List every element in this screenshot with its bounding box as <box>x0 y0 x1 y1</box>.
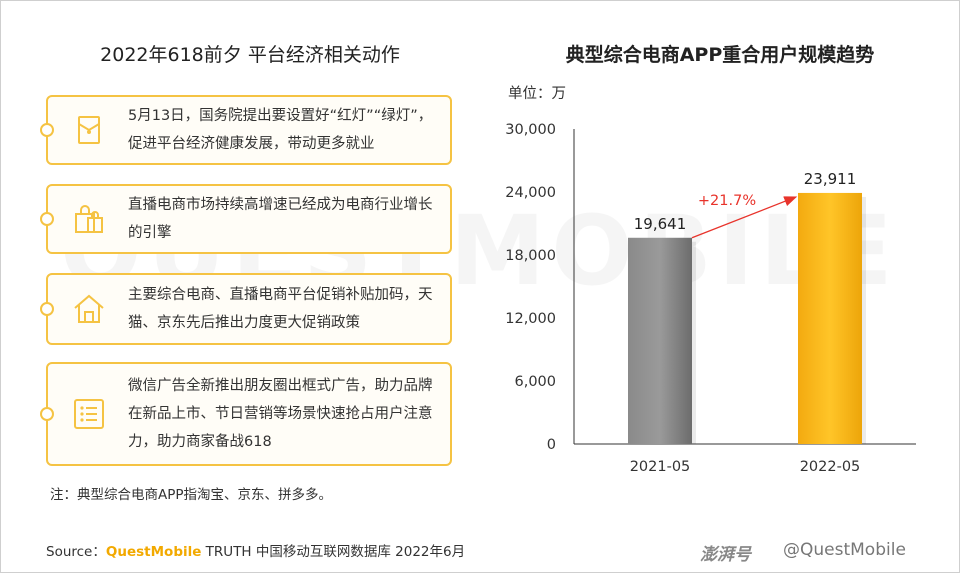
list-icon <box>74 399 104 429</box>
chart-title: 典型综合电商APP重合用户规模趋势 <box>565 44 875 66</box>
growth-arrow <box>691 196 798 239</box>
bar-value-label: 19,641 <box>634 215 687 233</box>
y-tick-label: 24,000 <box>505 185 556 201</box>
house-icon <box>74 294 104 323</box>
x-tick-label: 2021-05 <box>630 459 691 475</box>
thepaper-logo: 澎湃号 <box>700 545 751 565</box>
timeline-dot <box>40 123 54 137</box>
y-tick-label: 18,000 <box>505 248 556 264</box>
unit-label: 单位：万 <box>508 86 566 102</box>
timeline-dot <box>40 407 54 421</box>
bar-2021-05 <box>628 237 692 444</box>
x-tick-label: 2022-05 <box>800 459 861 475</box>
action-card-3: 主要综合电商、直播电商平台促销补贴加码，天猫、京东先后推出力度更大促销政策 <box>40 273 452 345</box>
action-card-text: 微信广告全新推出朋友圈出框式广告，助力品牌在新品上市、节日营销等场景快速抢占用户… <box>128 378 433 450</box>
timeline-dot <box>40 212 54 226</box>
source-line: Source：QuestMobile TRUTH 中国移动互联网数据库 2022… <box>46 540 465 560</box>
source-brand: QuestMobile <box>105 544 202 560</box>
action-card-text: 直播电商市场持续高增速已经成为电商行业增长的引擎 <box>128 197 433 241</box>
action-card-text: 5月13日，国务院提出要设置好“红灯”“绿灯”，促进平台经济健康发展，带动更多就… <box>128 108 433 152</box>
shopping-bag-icon <box>75 205 103 233</box>
action-card-2: 直播电商市场持续高增速已经成为电商行业增长的引擎 <box>40 184 452 254</box>
growth-label: +21.7% <box>698 193 756 209</box>
action-card-text: 主要综合电商、直播电商平台促销补贴加码，天猫、京东先后推出力度更大促销政策 <box>128 287 433 331</box>
source-detail: TRUTH 中国移动互联网数据库 2022年6月 <box>201 544 466 560</box>
action-card-1: 5月13日，国务院提出要设置好“红灯”“绿灯”，促进平台经济健康发展，带动更多就… <box>40 95 452 165</box>
bar-value-label: 23,911 <box>804 170 857 188</box>
footnote: 注：典型综合电商APP指淘宝、京东、拼多多。 <box>50 487 333 503</box>
left-panel-title: 2022年618前夕 平台经济相关动作 <box>100 44 400 66</box>
y-tick-label: 0 <box>547 437 556 453</box>
timeline-dot <box>40 302 54 316</box>
y-tick-label: 12,000 <box>505 311 556 327</box>
questmobile-handle: @QuestMobile <box>783 540 906 560</box>
source-prefix: Source： <box>46 544 106 560</box>
bar-2022-05 <box>798 192 862 444</box>
document-icon <box>78 116 100 144</box>
y-tick-label: 6,000 <box>514 374 556 390</box>
action-card-4: 微信广告全新推出朋友圈出框式广告，助力品牌在新品上市、节日营销等场景快速抢占用户… <box>40 362 452 466</box>
y-tick-label: 30,000 <box>505 122 556 138</box>
